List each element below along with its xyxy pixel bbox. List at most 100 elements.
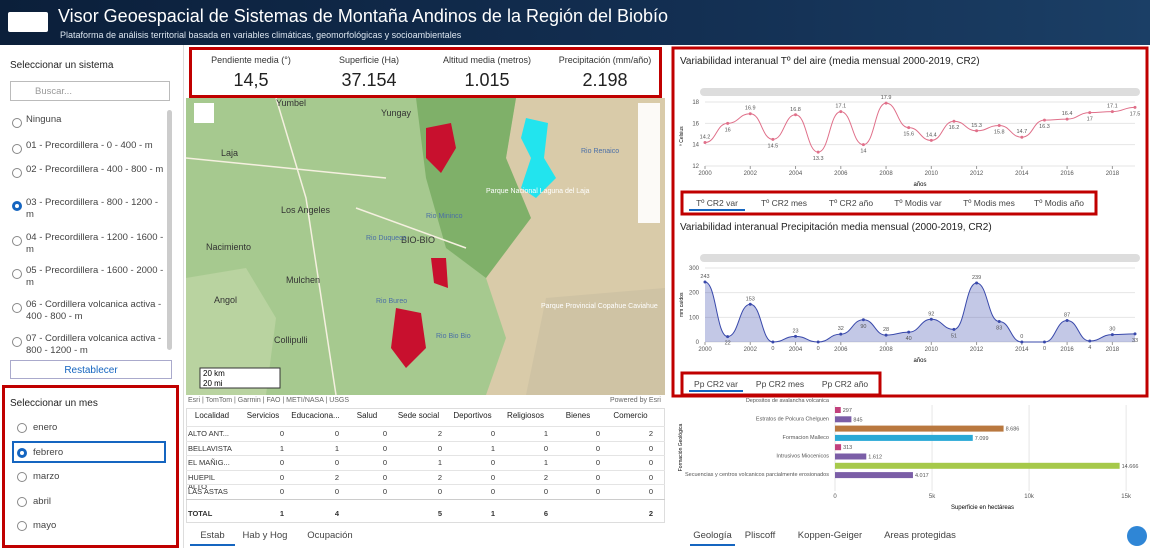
point	[726, 335, 729, 338]
radio-label[interactable]: febrero	[33, 447, 173, 459]
table-cell: 0	[606, 487, 653, 496]
radio-label[interactable]: 01 - Precordillera - 0 - 400 - m	[26, 140, 166, 152]
point	[771, 341, 774, 344]
row-divider	[186, 484, 665, 485]
radio-button[interactable]	[12, 303, 22, 313]
table-cell: 0	[606, 473, 653, 482]
point	[930, 318, 933, 321]
radio-button[interactable]	[17, 521, 27, 531]
row-divider	[186, 499, 665, 500]
table-header: Educaciona...	[288, 411, 343, 420]
point	[1134, 332, 1137, 335]
search-box[interactable]: Buscar...	[10, 81, 170, 101]
radio-label[interactable]: 06 - Cordillera volcanica activa - 400 -…	[26, 299, 166, 323]
table-header: Sede social	[391, 411, 446, 420]
radio-button[interactable]	[12, 168, 22, 178]
radio-label[interactable]: 04 - Precordillera - 1200 - 1600 - m	[26, 232, 166, 256]
table-cell: 1	[240, 444, 284, 453]
radio-button[interactable]	[12, 201, 22, 211]
tab[interactable]: Tº Modis mes	[963, 198, 1015, 208]
radio-button[interactable]	[12, 118, 22, 128]
radio-label[interactable]: 02 - Precordillera - 400 - 800 - m	[26, 164, 166, 176]
tab[interactable]: Geología	[690, 530, 735, 546]
radio-label[interactable]: enero	[33, 422, 173, 434]
row-divider	[186, 470, 665, 471]
radio-button[interactable]	[12, 144, 22, 154]
table-header: Deportivos	[446, 411, 499, 420]
category-label: Intrusivos Miocenicos	[776, 454, 829, 460]
radio-button[interactable]	[17, 497, 27, 507]
radio-button[interactable]	[12, 269, 22, 279]
tab[interactable]: Tº Modis var	[894, 198, 942, 208]
table-cell: 0	[501, 487, 548, 496]
y-tick-label: 18	[692, 100, 699, 106]
x-tick-label: 2014	[1015, 171, 1029, 177]
x-tick-label: 2016	[1060, 347, 1074, 353]
map-tool	[194, 103, 214, 123]
place-label: Parque Nacional Laguna del Laja	[486, 188, 590, 195]
table-cell: 0	[448, 429, 495, 438]
point	[1066, 319, 1069, 322]
bar	[835, 444, 841, 450]
tab[interactable]: Pp CR2 año	[822, 379, 869, 389]
x-tick-label: 2006	[834, 347, 848, 353]
tab[interactable]: Tº CR2 mes	[761, 198, 807, 208]
tab[interactable]: Tº CR2 var	[696, 198, 738, 208]
tab[interactable]: Hab y Hog	[235, 530, 295, 544]
radio-label[interactable]: marzo	[33, 471, 173, 483]
data-label: 16.3	[1039, 124, 1050, 130]
radio-button[interactable]	[12, 236, 22, 246]
tab[interactable]: Ocupación	[295, 530, 365, 544]
table-cell: 1	[290, 444, 339, 453]
chart-title: Variabilidad interanual Precipitación me…	[680, 222, 992, 233]
radio-button[interactable]	[17, 472, 27, 482]
data-label: 0	[1043, 346, 1046, 352]
tab[interactable]: Tº CR2 año	[829, 198, 873, 208]
data-label: 8.686	[1006, 427, 1020, 433]
radio-label[interactable]: Ninguna	[26, 114, 166, 126]
radio-button[interactable]	[12, 337, 22, 347]
category-label: Secuencias y centros volcanicos parcialm…	[685, 472, 829, 478]
point	[704, 281, 707, 284]
data-label: 7.099	[975, 436, 989, 442]
radio-label[interactable]: 07 - Cordillera volcanica activa - 800 -…	[26, 333, 166, 357]
point	[885, 334, 888, 337]
point	[1134, 106, 1137, 109]
radio-button[interactable]	[17, 423, 27, 433]
data-label: 297	[843, 408, 852, 414]
tab[interactable]: Tº Modis año	[1034, 198, 1084, 208]
radio-label[interactable]: mayo	[33, 520, 173, 532]
tab[interactable]: Pp CR2 mes	[756, 379, 804, 389]
x-tick-label: 2008	[879, 347, 893, 353]
radio-label[interactable]: 05 - Precordillera - 1600 - 2000 - m	[26, 265, 166, 289]
table-cell: 0	[448, 473, 495, 482]
tab[interactable]: Pliscoff	[735, 530, 785, 544]
table-cell: 0	[554, 444, 600, 453]
table-header: Bienes	[552, 411, 604, 420]
data-label: 14	[860, 149, 866, 155]
tab[interactable]: Estab	[190, 530, 235, 546]
place-label: Parque Provincial Copahue Caviahue	[541, 303, 658, 310]
x-tick-label: 2004	[789, 171, 803, 177]
row-divider	[186, 455, 665, 456]
radio-label[interactable]: 03 - Precordillera - 800 - 1200 - m	[26, 197, 166, 221]
point	[1043, 341, 1046, 344]
table-cell: 5	[393, 509, 442, 518]
data-label: 153	[746, 296, 755, 302]
tab[interactable]: Koppen-Geiger	[785, 530, 875, 544]
point	[998, 124, 1001, 127]
refresh-button[interactable]	[1127, 526, 1147, 546]
place-label: Rio Bio Bio	[436, 333, 471, 340]
radio-label[interactable]: abril	[33, 496, 173, 508]
table-cell: 0	[554, 429, 600, 438]
place-label: Rio Mininco	[426, 213, 463, 220]
tab[interactable]: Areas protegidas	[875, 530, 965, 544]
category-label: Estratos de Polcura Chelguen	[756, 417, 829, 423]
data-label: 14.4	[926, 132, 937, 138]
header: Visor Geoespacial de Sistemas de Montaña…	[0, 0, 1150, 45]
table-cell: 0	[240, 487, 284, 496]
radio-button[interactable]	[17, 448, 27, 458]
tab[interactable]: Pp CR2 var	[694, 379, 738, 389]
table-cell: 0	[240, 458, 284, 467]
reset-button[interactable]: Restablecer	[10, 360, 172, 379]
